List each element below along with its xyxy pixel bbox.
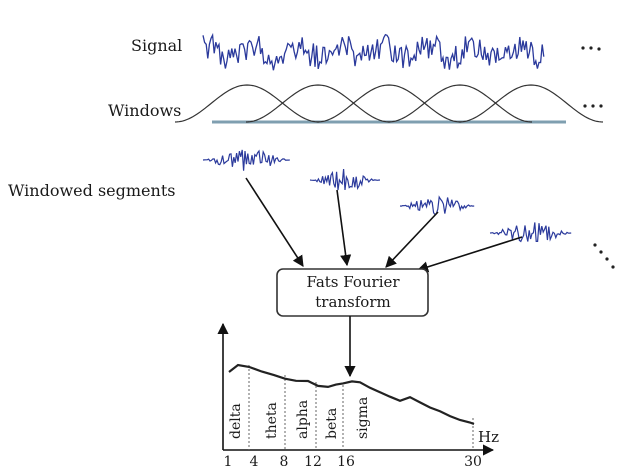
tick-label-30: 30 <box>464 454 482 470</box>
band-label-delta: delta <box>228 403 244 439</box>
windowed-segment-2 <box>309 169 381 191</box>
band-label-beta: beta <box>324 407 340 439</box>
segment-continuation-dots <box>593 243 615 269</box>
tick-label-12: 12 <box>304 454 322 470</box>
signal-waveform <box>202 32 545 71</box>
tick-label-4: 4 <box>249 454 259 470</box>
band-label-theta: theta <box>264 402 280 439</box>
signal-label: Signal <box>131 36 183 55</box>
tick-label-8: 8 <box>279 454 289 470</box>
arrow-segment-1 <box>245 177 304 267</box>
arrow-segment-4 <box>416 236 523 273</box>
fft-box-title: Fats Fourier <box>306 273 400 291</box>
window-functions <box>174 84 604 123</box>
spectrum-curve <box>228 363 475 426</box>
band-label-sigma: sigma <box>355 396 371 439</box>
signal-continuation-dots <box>581 46 601 51</box>
arrow-segment-2 <box>336 189 352 267</box>
windows-label: Windows <box>108 101 182 120</box>
windowed-segment-1 <box>202 149 290 171</box>
tick-label-16: 16 <box>337 454 355 470</box>
spectrum-unit-label: Hz <box>478 428 499 446</box>
arrow-segment-3 <box>385 211 439 268</box>
band-label-alpha: alpha <box>295 399 311 439</box>
windowed-segment-3 <box>399 195 475 216</box>
fft-box <box>276 268 429 317</box>
fft-box-subtitle: transform <box>315 293 391 311</box>
windowed-segment-4 <box>489 222 572 243</box>
tick-label-1: 1 <box>223 454 233 470</box>
windowed-segments-label: Windowed segments <box>8 181 176 200</box>
windows-continuation-dots <box>583 104 603 108</box>
